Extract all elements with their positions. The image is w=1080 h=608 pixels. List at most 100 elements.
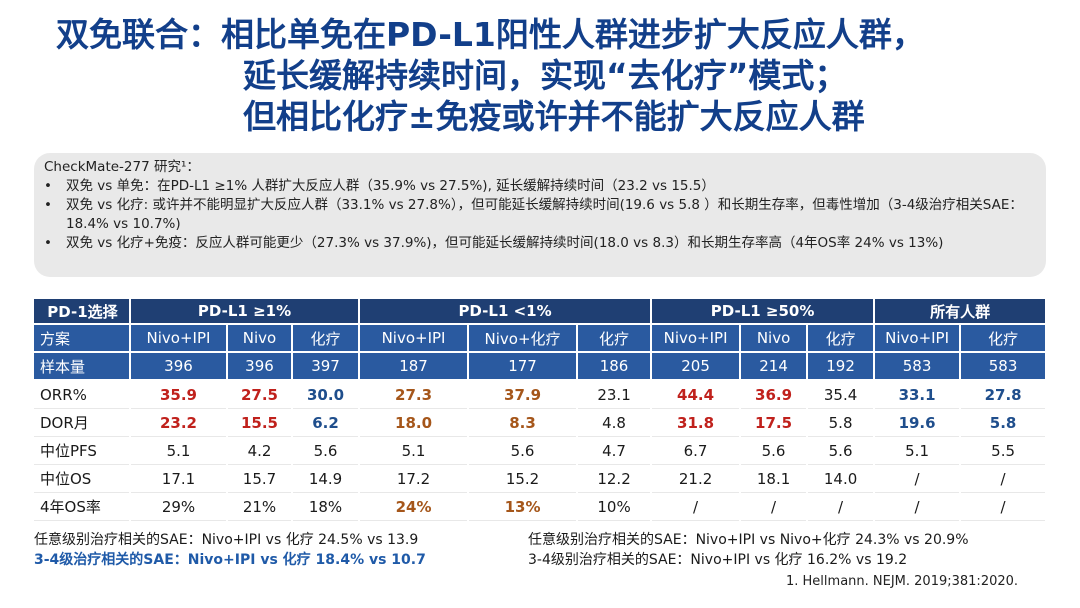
table-cell: 31.8	[651, 408, 742, 437]
table-cell: 15.5	[227, 408, 293, 437]
title-line-1: 双免联合：相比单免在PD-L1阳性人群进步扩大反应人群，	[56, 15, 925, 54]
table-cell: 8.3	[468, 408, 579, 437]
sample-cell: 177	[468, 352, 579, 381]
table-cell: 14.0	[807, 464, 876, 493]
corner-cell: PD-1选择	[34, 299, 131, 325]
scheme-cell: 化疗	[577, 324, 653, 353]
sample-cell: 397	[292, 352, 361, 381]
scheme-cell: Nivo	[740, 324, 809, 353]
title-line-2: 延长缓解持续时间，实现“去化疗”模式；	[243, 56, 848, 95]
row-label: 中位PFS	[34, 436, 131, 465]
row-label: 方案	[34, 324, 131, 353]
table-cell: 21.2	[651, 464, 742, 493]
row-label: ORR%	[34, 380, 131, 409]
table-cell: 6.2	[292, 408, 361, 437]
table-cell: 23.2	[130, 408, 228, 437]
group-header-row: PD-1选择 PD-L1 ≥1% PD-L1 <1% PD-L1 ≥50% 所有…	[34, 299, 1048, 325]
table-cell: 27.5	[227, 380, 293, 409]
summary-heading: CheckMate-277 研究¹：	[44, 159, 200, 175]
reference-citation: 1. Hellmann. NEJM. 2019;381:2020.	[786, 574, 1019, 589]
table-cell: 27.3	[359, 380, 470, 409]
scheme-cell: 化疗	[292, 324, 361, 353]
summary-bullet: 双免 vs 单免：在PD-L1 ≥1% 人群扩大反应人群（35.9% vs 27…	[44, 177, 1036, 196]
table-cell: /	[651, 492, 742, 521]
results-table: PD-1选择 PD-L1 ≥1% PD-L1 <1% PD-L1 ≥50% 所有…	[34, 299, 1048, 521]
table-row: 4年OS率 29% 21% 18% 24% 13% 10% / / / / /	[34, 492, 1048, 521]
table-cell: 23.1	[577, 380, 653, 409]
table-cell: 24%	[359, 492, 470, 521]
scheme-cell: Nivo+IPI	[874, 324, 962, 353]
sample-cell: 192	[807, 352, 876, 381]
table-cell: 18.0	[359, 408, 470, 437]
summary-box: CheckMate-277 研究¹： 双免 vs 单免：在PD-L1 ≥1% 人…	[34, 153, 1046, 277]
summary-bullet: 双免 vs 化疗: 或许并不能明显扩大反应人群（33.1% vs 27.8%），…	[44, 196, 1036, 234]
table-cell: 14.9	[292, 464, 361, 493]
table-row: 中位PFS 5.1 4.2 5.6 5.1 5.6 4.7 6.7 5.6 5.…	[34, 436, 1048, 465]
table-cell: 5.6	[740, 436, 809, 465]
table-cell: 5.1	[130, 436, 228, 465]
table-cell: 44.4	[651, 380, 742, 409]
summary-list: 双免 vs 单免：在PD-L1 ≥1% 人群扩大反应人群（35.9% vs 27…	[44, 177, 1036, 253]
title-line-3: 但相比化疗±免疫或许并不能扩大反应人群	[243, 97, 865, 136]
table-row: 中位OS 17.1 15.7 14.9 17.2 15.2 12.2 21.2 …	[34, 464, 1048, 493]
table-cell: 15.2	[468, 464, 579, 493]
table-cell: 29%	[130, 492, 228, 521]
row-label: DOR月	[34, 408, 131, 437]
table-cell: 19.6	[874, 408, 962, 437]
scheme-cell: Nivo	[227, 324, 293, 353]
table-cell: 5.1	[359, 436, 470, 465]
table-cell: 12.2	[577, 464, 653, 493]
table-cell: 5.6	[468, 436, 579, 465]
group-header: PD-L1 ≥50%	[651, 299, 876, 325]
footnote-grade34-sae: 3-4级别治疗相关的SAE：Nivo+IPI vs 化疗 16.2% vs 19…	[528, 552, 908, 568]
summary-bullet: 双免 vs 化疗+免疫：反应人群可能更少（27.3% vs 37.9%)，但可能…	[44, 234, 1036, 253]
table-cell: 17.1	[130, 464, 228, 493]
scheme-cell: Nivo+IPI	[651, 324, 742, 353]
table-cell: 13%	[468, 492, 579, 521]
table-row: DOR月 23.2 15.5 6.2 18.0 8.3 4.8 31.8 17.…	[34, 408, 1048, 437]
table-cell: 18%	[292, 492, 361, 521]
sample-row: 样本量 396 396 397 187 177 186 205 214 192 …	[34, 352, 1048, 381]
table-cell: /	[807, 492, 876, 521]
scheme-cell: Nivo+IPI	[130, 324, 228, 353]
sample-cell: 396	[227, 352, 293, 381]
table-cell: 4.7	[577, 436, 653, 465]
table-cell: 33.1	[874, 380, 962, 409]
sample-cell: 214	[740, 352, 809, 381]
table-cell: 5.6	[807, 436, 876, 465]
sample-cell: 583	[874, 352, 962, 381]
table-cell: /	[874, 492, 962, 521]
table-cell: 27.8	[960, 380, 1048, 409]
footnote-any-grade-sae: 任意级别治疗相关的SAE：Nivo+IPI vs Nivo+化疗 24.3% v…	[528, 532, 969, 548]
group-header: 所有人群	[874, 299, 1048, 325]
table-cell: 4.2	[227, 436, 293, 465]
table-cell: 17.5	[740, 408, 809, 437]
table-cell: /	[874, 464, 962, 493]
row-label: 中位OS	[34, 464, 131, 493]
table-cell: 5.5	[960, 436, 1048, 465]
table-cell: 5.8	[807, 408, 876, 437]
sample-cell: 396	[130, 352, 228, 381]
table-cell: 35.4	[807, 380, 876, 409]
sample-cell: 205	[651, 352, 742, 381]
footnote-any-grade-sae: 任意级别治疗相关的SAE：Nivo+IPI vs 化疗 24.5% vs 13.…	[34, 532, 419, 548]
table-cell: 5.8	[960, 408, 1048, 437]
sample-cell: 186	[577, 352, 653, 381]
row-label: 4年OS率	[34, 492, 131, 521]
scheme-cell: 化疗	[960, 324, 1048, 353]
table-cell: 17.2	[359, 464, 470, 493]
table-cell: 4.8	[577, 408, 653, 437]
table-row: ORR% 35.9 27.5 30.0 27.3 37.9 23.1 44.4 …	[34, 380, 1048, 409]
footnote-right: 任意级别治疗相关的SAE：Nivo+IPI vs Nivo+化疗 24.3% v…	[528, 530, 969, 570]
scheme-cell: 化疗	[807, 324, 876, 353]
table-cell: /	[960, 464, 1048, 493]
table-cell: 36.9	[740, 380, 809, 409]
table-cell: /	[740, 492, 809, 521]
table-cell: 10%	[577, 492, 653, 521]
footnote-grade34-sae: 3-4级治疗相关的SAE：Nivo+IPI vs 化疗 18.4% vs 10.…	[34, 552, 426, 568]
table-cell: 15.7	[227, 464, 293, 493]
sample-cell: 187	[359, 352, 470, 381]
scheme-row: 方案 Nivo+IPI Nivo 化疗 Nivo+IPI Nivo+化疗 化疗 …	[34, 324, 1048, 353]
sample-cell: 583	[960, 352, 1048, 381]
table-cell: /	[960, 492, 1048, 521]
